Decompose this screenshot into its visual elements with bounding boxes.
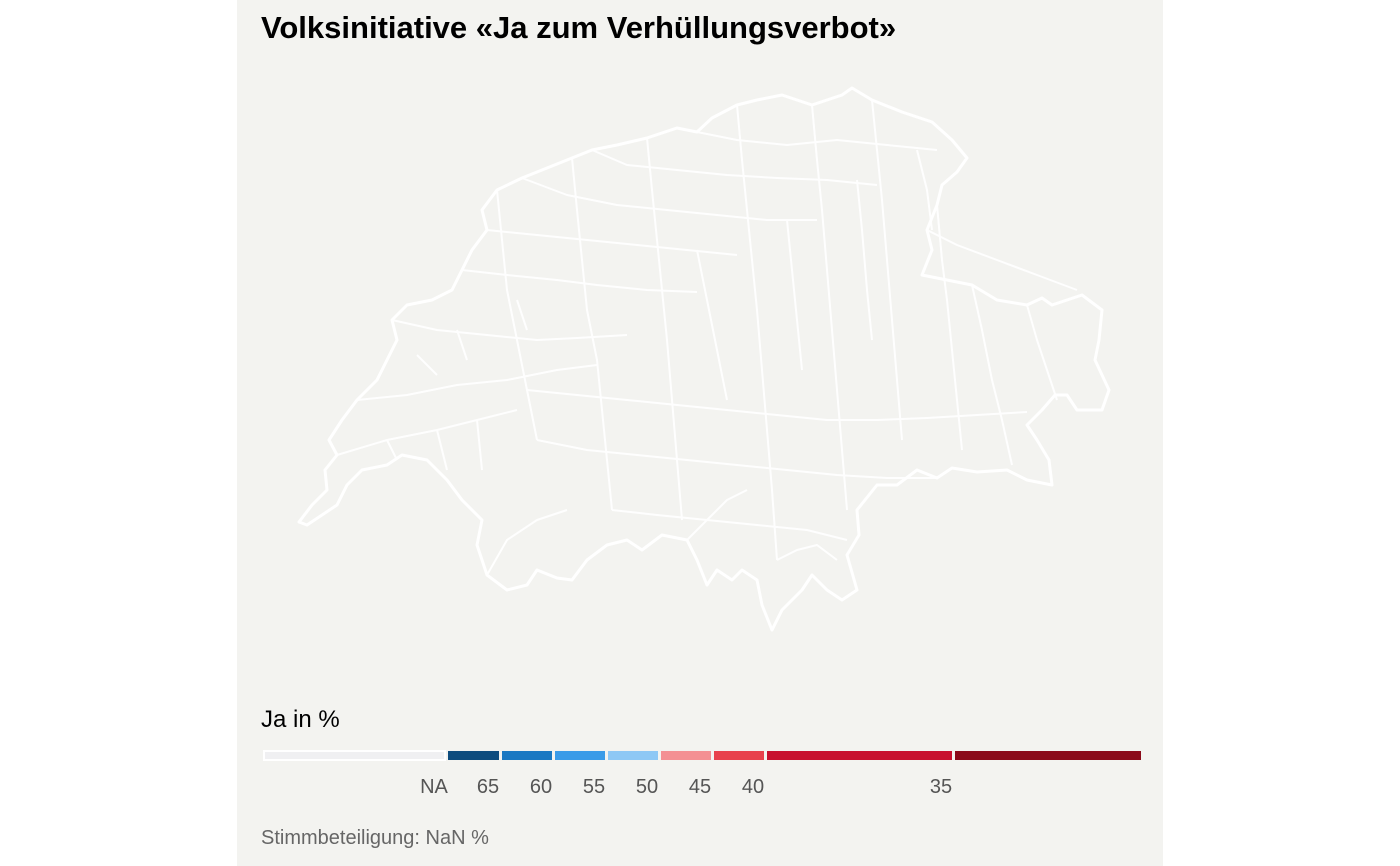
switzerland-municipality-map bbox=[297, 86, 1111, 632]
legend-bin-60 bbox=[502, 751, 552, 760]
legend-bin-55 bbox=[555, 751, 605, 760]
map-panel: Volksinitiative «Ja zum Verhüllungsverbo… bbox=[237, 0, 1163, 866]
legend-bin-35 bbox=[767, 751, 952, 760]
map-title: Volksinitiative «Ja zum Verhüllungsverbo… bbox=[261, 10, 897, 45]
legend-title: Ja in % bbox=[261, 706, 340, 733]
legend-bin-50 bbox=[608, 751, 658, 760]
legend-bin-40 bbox=[714, 751, 764, 760]
municipality-borders bbox=[336, 99, 1078, 576]
legend-bin-max bbox=[955, 751, 1141, 760]
legend-bin-NA bbox=[263, 750, 446, 761]
legend-color-bar bbox=[263, 750, 1141, 761]
turnout-caption: Stimmbeteiligung: NaN % bbox=[261, 827, 489, 849]
legend-bin-65 bbox=[448, 751, 499, 760]
country-outline bbox=[297, 86, 1111, 632]
legend-bin-45 bbox=[661, 751, 711, 760]
